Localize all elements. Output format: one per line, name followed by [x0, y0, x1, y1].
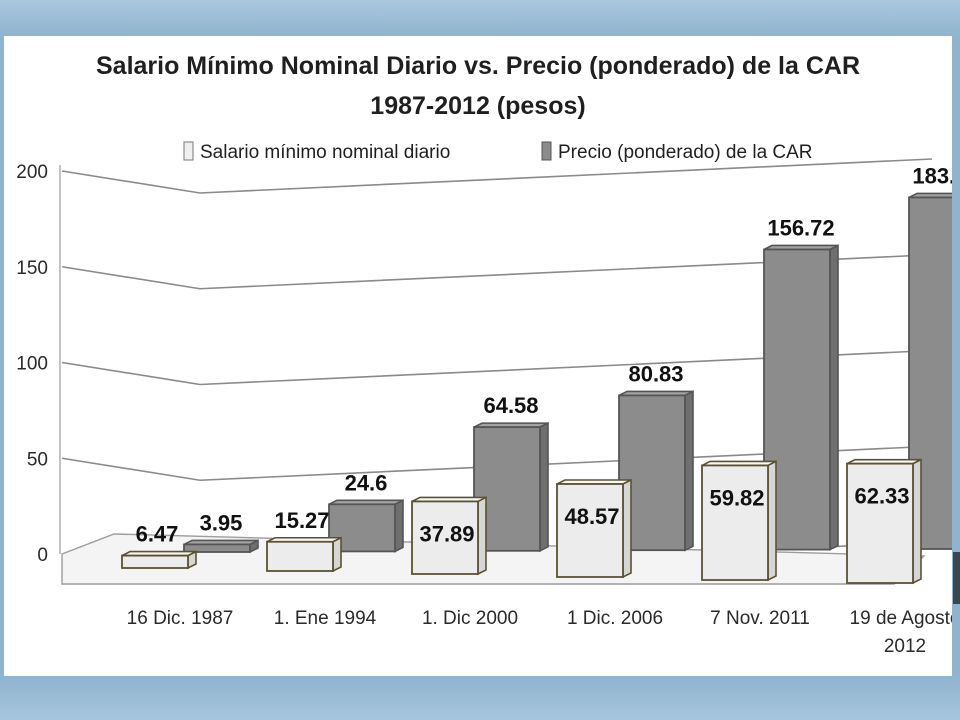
- chart-subtitle: 1987-2012 (pesos): [370, 92, 585, 120]
- gridline: [61, 253, 933, 290]
- x-tick-label: 1. Dic 2000: [422, 608, 518, 629]
- legend-swatch-precio: [541, 141, 552, 161]
- y-tick-label: 100: [16, 354, 48, 375]
- y-tick-label: 0: [37, 545, 48, 566]
- x-tick-label: 19 de Agosto: [850, 608, 952, 629]
- background-top-band: [0, 0, 960, 36]
- data-label-salario: 59.82: [709, 485, 764, 510]
- x-tick-label: 7 Nov. 2011: [710, 608, 810, 629]
- y-tick-label: 50: [27, 449, 48, 470]
- x-tick-label: 1 Dic. 2006: [567, 608, 663, 629]
- data-label-precio: 156.72: [767, 215, 834, 240]
- data-labels: 3.95 6.47 24.6 15.27 64.58 37.89 80.83 48.57 156…: [136, 163, 952, 546]
- bar-salario: [701, 460, 777, 582]
- x-tick-label: 16 Dic. 1987: [127, 608, 234, 629]
- data-label-precio: 183.59: [912, 163, 952, 188]
- data-label-salario: 6.47: [136, 522, 179, 547]
- y-tick-label: 150: [16, 258, 48, 279]
- x-tick-label: 2012: [884, 636, 926, 657]
- bar-salario: [266, 536, 342, 573]
- data-label-salario: 15.27: [274, 508, 329, 533]
- legend-swatch-salario: [183, 141, 194, 161]
- bar-precio: [473, 421, 549, 553]
- y-tick-label: 200: [16, 162, 48, 183]
- gridline: [61, 349, 933, 386]
- chart-title: Salario Mínimo Nominal Diario vs. Precio…: [96, 52, 860, 80]
- bar-salario: [556, 478, 632, 579]
- legend-label-precio: Precio (ponderado) de la CAR: [558, 142, 813, 163]
- data-label-precio: 64.58: [483, 393, 538, 418]
- x-tick-label: 1. Ene 1994: [274, 608, 377, 629]
- data-label-salario: 37.89: [419, 521, 474, 546]
- background-bottom-band: [0, 676, 960, 720]
- bar-chart: Salario Mínimo Nominal Diario vs. Precio…: [16, 52, 952, 657]
- data-label-precio: 24.6: [345, 470, 388, 495]
- data-label-precio: 3.95: [200, 510, 243, 535]
- legend: Salario mínimo nominal diario Precio (po…: [183, 141, 813, 163]
- bar-salario: [121, 550, 197, 570]
- legend-label-salario: Salario mínimo nominal diario: [200, 142, 450, 163]
- bar-precio: [618, 390, 694, 552]
- bar-salario: [846, 458, 922, 585]
- x-axis: 16 Dic. 1987 1. Ene 1994 1. Dic 2000 1 Dic.…: [127, 608, 952, 657]
- data-label-salario: 48.57: [564, 504, 619, 529]
- y-axis: 0 50 100 150 200: [16, 162, 61, 566]
- bar-precio: [183, 539, 259, 554]
- data-label-precio: 80.83: [628, 361, 683, 386]
- bar-salario: [411, 496, 487, 576]
- slide-edge-tab: [953, 552, 960, 604]
- chart-slide: Salario Mínimo Nominal Diario vs. Precio…: [4, 36, 952, 676]
- data-label-salario: 62.33: [854, 484, 909, 509]
- gridline: [61, 158, 933, 194]
- bars: [121, 192, 952, 585]
